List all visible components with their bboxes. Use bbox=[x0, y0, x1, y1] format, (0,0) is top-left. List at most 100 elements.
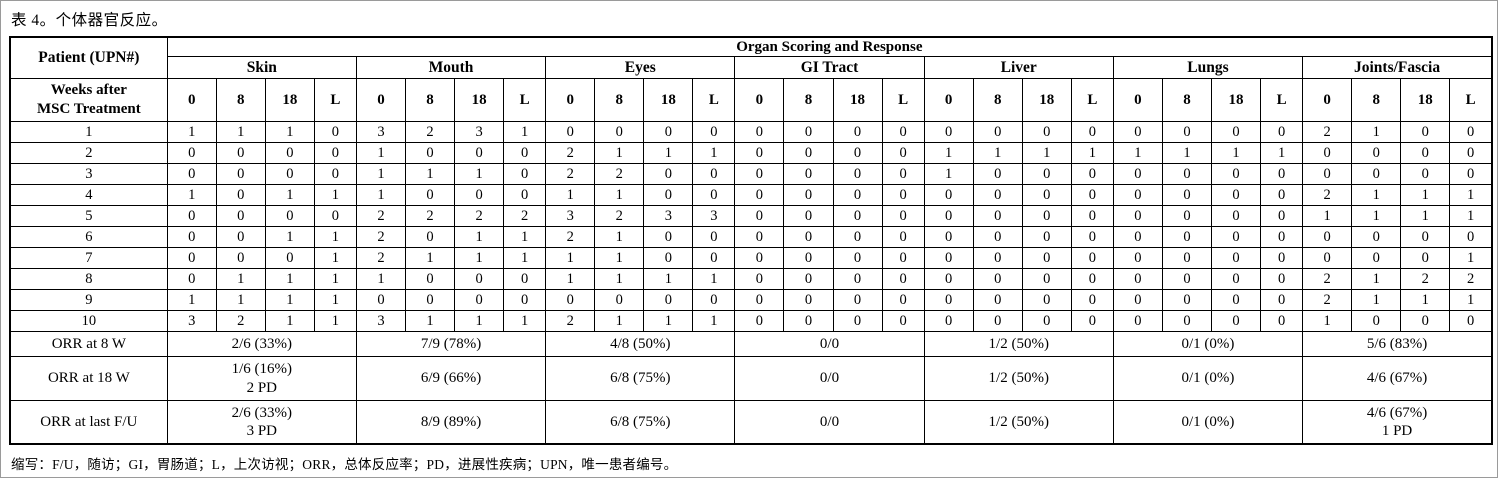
score-cell: 1 bbox=[1070, 142, 1114, 164]
orr-value-line: 7/9 (78%) bbox=[420, 336, 482, 352]
score-cell: 1 bbox=[594, 268, 645, 290]
score-cell: 0 bbox=[1400, 310, 1451, 332]
orr-value-line: 6/9 (66%) bbox=[420, 370, 482, 387]
score-cell: 0 bbox=[832, 184, 883, 206]
score-cell: 0 bbox=[1260, 121, 1304, 143]
score-cell: 0 bbox=[1260, 163, 1304, 185]
score-cell: 1 bbox=[972, 142, 1023, 164]
score-cell: 1 bbox=[545, 268, 596, 290]
timepoint-header: 0 bbox=[355, 78, 406, 122]
score-cell: 1 bbox=[313, 289, 357, 311]
orr-value-cell: 4/8 (50%) bbox=[545, 330, 736, 358]
patient-column-header: Patient (UPN#) bbox=[9, 36, 168, 79]
score-cell: 0 bbox=[734, 310, 785, 332]
score-cell: 0 bbox=[972, 310, 1023, 332]
timepoint-header: 8 bbox=[1161, 78, 1212, 122]
orr-value-line: 4/8 (50%) bbox=[610, 336, 671, 352]
score-cell: 0 bbox=[404, 184, 456, 206]
orr-value-cell: 6/9 (66%) bbox=[355, 356, 547, 401]
score-cell: 0 bbox=[972, 205, 1023, 227]
orr-value-line: 3 PD bbox=[246, 423, 278, 440]
patient-id-cell: 2 bbox=[9, 142, 168, 164]
score-cell: 3 bbox=[643, 205, 694, 227]
organ-group-header: Skin bbox=[166, 56, 357, 79]
orr-value-cell: 1/2 (50%) bbox=[923, 399, 1114, 445]
score-cell: 0 bbox=[1070, 247, 1114, 269]
score-cell: 0 bbox=[1070, 268, 1114, 290]
orr-value-cell: 2/6 (33%) 3 PD bbox=[166, 399, 357, 445]
orr-value-cell: 0/0 bbox=[734, 399, 925, 445]
score-cell: 1 bbox=[1260, 142, 1304, 164]
score-cell: 0 bbox=[881, 184, 925, 206]
score-cell: 0 bbox=[832, 247, 883, 269]
score-cell: 1 bbox=[1400, 184, 1451, 206]
score-cell: 1 bbox=[313, 226, 357, 248]
orr-value-cell: 0/1 (0%) bbox=[1112, 356, 1304, 401]
score-cell: 0 bbox=[1070, 226, 1114, 248]
orr-value-cell: 4/6 (67%) bbox=[1302, 356, 1493, 401]
score-cell: 1 bbox=[1400, 289, 1451, 311]
score-cell: 0 bbox=[1351, 226, 1402, 248]
score-cell: 0 bbox=[503, 163, 547, 185]
organ-response-table: Patient (UPN#) Organ Scoring and Respons… bbox=[9, 36, 1493, 446]
orr-value-line: 0/0 bbox=[819, 414, 840, 431]
score-cell: 1 bbox=[264, 310, 315, 332]
score-cell: 1 bbox=[355, 268, 406, 290]
score-cell: 0 bbox=[972, 121, 1023, 143]
score-cell: 0 bbox=[832, 268, 883, 290]
score-cell: 0 bbox=[972, 163, 1023, 185]
score-cell: 3 bbox=[355, 121, 406, 143]
score-cell: 0 bbox=[1210, 121, 1262, 143]
score-cell: 0 bbox=[881, 121, 925, 143]
score-cell: 0 bbox=[643, 289, 694, 311]
score-cell: 2 bbox=[404, 205, 456, 227]
score-cell: 0 bbox=[832, 226, 883, 248]
score-cell: 1 bbox=[1351, 121, 1402, 143]
score-cell: 0 bbox=[832, 289, 883, 311]
score-cell: 0 bbox=[264, 142, 315, 164]
score-cell: 0 bbox=[215, 163, 266, 185]
patient-row: 10 3 2 1 1 3 1 1 1 2 1 1 1 0 0 0 0 0 0 0 0 0 0 0 0 1 0 0 0 bbox=[9, 310, 1493, 332]
patient-id-cell: 1 bbox=[9, 121, 168, 143]
score-cell: 0 bbox=[264, 205, 315, 227]
orr-value-line: 0/0 bbox=[819, 336, 840, 352]
score-cell: 0 bbox=[1021, 121, 1072, 143]
score-cell: 0 bbox=[1161, 226, 1212, 248]
score-cell: 0 bbox=[1112, 247, 1163, 269]
score-cell: 1 bbox=[503, 247, 547, 269]
score-cell: 1 bbox=[215, 268, 266, 290]
orr-value-cell: 1/2 (50%) bbox=[923, 330, 1114, 358]
score-cell: 2 bbox=[1400, 268, 1451, 290]
score-cell: 0 bbox=[1070, 184, 1114, 206]
score-cell: 0 bbox=[1161, 289, 1212, 311]
orr-row: ORR at 18 W 1/6 (16%) 2 PD 6/9 (66%) 6/8 (75… bbox=[9, 356, 1493, 401]
score-cell: 0 bbox=[1021, 289, 1072, 311]
score-cell: 1 bbox=[313, 268, 357, 290]
score-cell: 0 bbox=[1400, 247, 1451, 269]
score-cell: 0 bbox=[264, 247, 315, 269]
score-cell: 0 bbox=[783, 226, 834, 248]
patient-id-cell: 4 bbox=[9, 184, 168, 206]
score-cell: 0 bbox=[734, 163, 785, 185]
orr-value-line: 0/0 bbox=[819, 370, 840, 387]
score-cell: 0 bbox=[1112, 121, 1163, 143]
score-cell: 0 bbox=[923, 121, 974, 143]
score-cell: 0 bbox=[545, 289, 596, 311]
orr-row-label: ORR at 8 W bbox=[9, 330, 168, 358]
timepoint-header: 18 bbox=[264, 78, 315, 122]
organ-scoring-header: Organ Scoring and Response bbox=[166, 36, 1493, 57]
weeks-header-line1: Weeks after bbox=[50, 82, 127, 99]
score-cell: 1 bbox=[923, 163, 974, 185]
score-cell: 1 bbox=[503, 310, 547, 332]
timepoint-header: 8 bbox=[972, 78, 1023, 122]
score-cell: 0 bbox=[783, 289, 834, 311]
score-cell: 0 bbox=[1021, 184, 1072, 206]
score-cell: 0 bbox=[1021, 247, 1072, 269]
score-cell: 0 bbox=[1449, 163, 1493, 185]
patient-id-cell: 7 bbox=[9, 247, 168, 269]
score-cell: 1 bbox=[355, 184, 406, 206]
score-cell: 1 bbox=[355, 142, 406, 164]
